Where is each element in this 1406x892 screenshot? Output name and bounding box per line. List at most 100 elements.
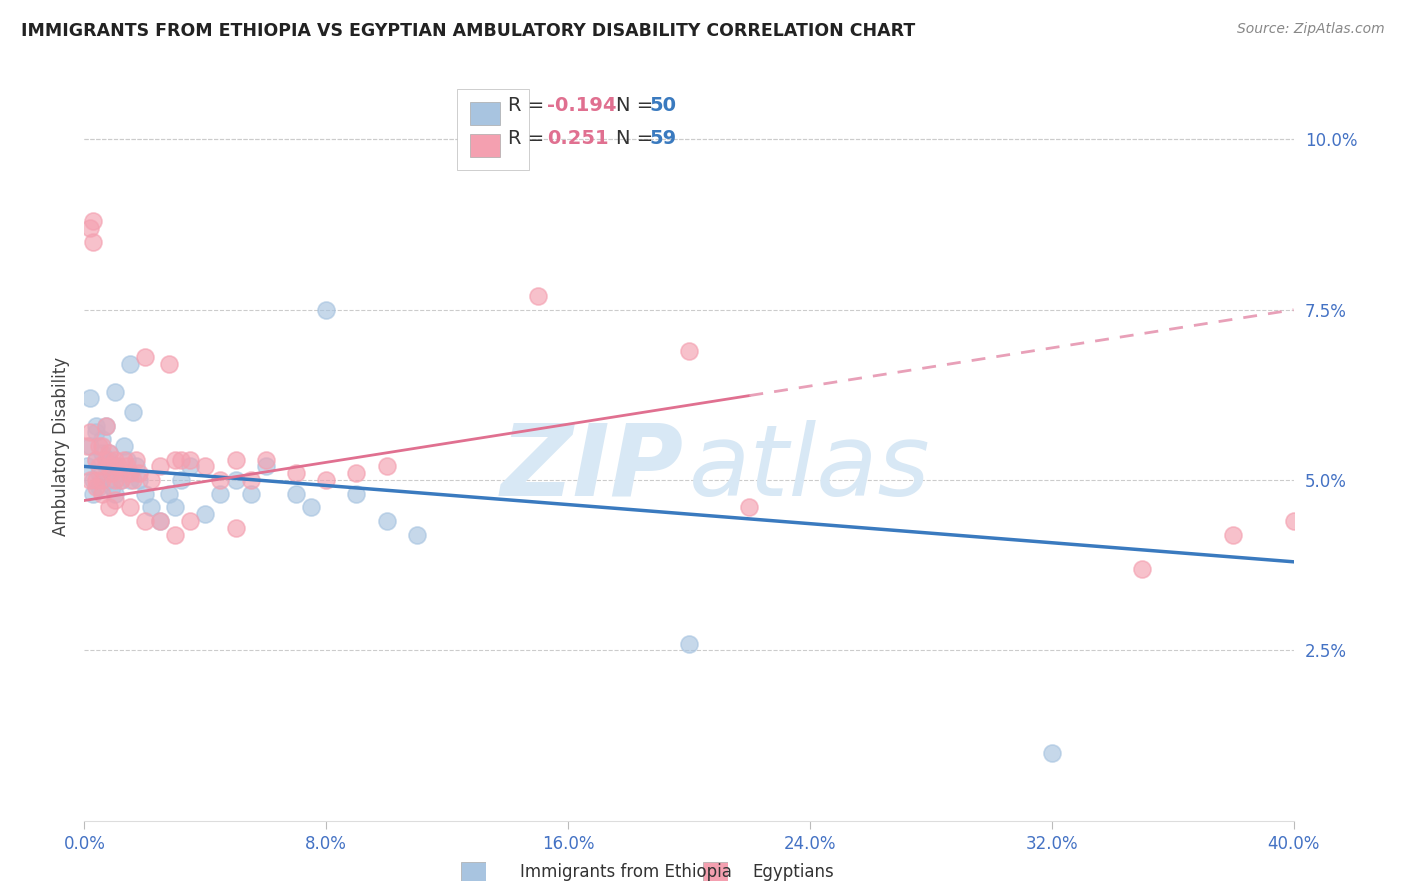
- Point: [406, 527, 429, 541]
- Text: N =: N =: [616, 95, 659, 114]
- Point: [97, 452, 120, 467]
- Text: atlas: atlas: [689, 420, 931, 517]
- Y-axis label: Ambulatory Disability: Ambulatory Disability: [52, 357, 70, 535]
- Point: [94, 418, 117, 433]
- Point: [225, 452, 247, 467]
- Point: [209, 486, 232, 500]
- Point: [346, 486, 368, 500]
- Point: [104, 459, 127, 474]
- Point: [118, 467, 141, 481]
- Point: [149, 514, 172, 528]
- Point: [86, 480, 108, 494]
- Point: [1282, 514, 1305, 528]
- Point: [170, 473, 193, 487]
- Point: [110, 473, 132, 487]
- Point: [97, 459, 120, 474]
- Point: [165, 500, 187, 515]
- Point: [110, 473, 132, 487]
- Point: [134, 486, 156, 500]
- Point: [89, 480, 111, 494]
- Point: [107, 459, 129, 474]
- Point: [115, 452, 138, 467]
- Point: [89, 459, 111, 474]
- Point: [82, 486, 104, 500]
- Point: [94, 459, 117, 474]
- Point: [121, 405, 143, 419]
- Point: [139, 500, 162, 515]
- Point: [194, 459, 217, 474]
- Point: [97, 473, 120, 487]
- Point: [100, 480, 122, 494]
- Point: [225, 521, 247, 535]
- Point: [149, 459, 172, 474]
- Text: ZIP: ZIP: [501, 420, 683, 517]
- Point: [91, 473, 114, 487]
- Point: [104, 486, 127, 500]
- Point: [86, 473, 108, 487]
- Point: [89, 439, 111, 453]
- Point: [100, 467, 122, 481]
- Text: 0.251: 0.251: [547, 129, 609, 148]
- Point: [76, 439, 98, 453]
- Point: [128, 473, 150, 487]
- Point: [115, 459, 138, 474]
- Point: [91, 446, 114, 460]
- Point: [82, 473, 104, 487]
- Point: [1222, 527, 1244, 541]
- Point: [285, 486, 308, 500]
- Point: [94, 418, 117, 433]
- Point: [527, 289, 550, 303]
- Point: [139, 473, 162, 487]
- Point: [375, 459, 398, 474]
- Point: [86, 452, 108, 467]
- Point: [125, 452, 148, 467]
- Point: [678, 343, 700, 358]
- Point: [94, 452, 117, 467]
- Text: 50: 50: [650, 95, 676, 114]
- Point: [285, 467, 308, 481]
- Point: [121, 473, 143, 487]
- Point: [86, 418, 108, 433]
- Point: [118, 473, 141, 487]
- Point: [76, 459, 98, 474]
- Point: [79, 439, 101, 453]
- Text: Source: ZipAtlas.com: Source: ZipAtlas.com: [1237, 22, 1385, 37]
- Point: [165, 527, 187, 541]
- Point: [118, 500, 141, 515]
- Point: [134, 514, 156, 528]
- Point: [79, 425, 101, 440]
- Point: [315, 302, 337, 317]
- Point: [91, 486, 114, 500]
- Point: [239, 473, 262, 487]
- Point: [112, 439, 135, 453]
- Point: [179, 452, 201, 467]
- Point: [165, 452, 187, 467]
- Point: [1130, 561, 1153, 575]
- Legend: , : ,: [457, 88, 529, 170]
- Point: [82, 214, 104, 228]
- Point: [346, 467, 368, 481]
- Point: [104, 493, 127, 508]
- Point: [1040, 746, 1063, 760]
- Point: [79, 221, 101, 235]
- Point: [678, 636, 700, 650]
- Point: [104, 473, 127, 487]
- Point: [157, 486, 180, 500]
- Point: [89, 467, 111, 481]
- Point: [170, 452, 193, 467]
- Point: [104, 384, 127, 399]
- Text: N =: N =: [616, 129, 659, 148]
- Point: [79, 392, 101, 406]
- Point: [149, 514, 172, 528]
- Point: [239, 486, 262, 500]
- Text: Egyptians: Egyptians: [752, 863, 834, 881]
- Point: [254, 452, 277, 467]
- Point: [91, 439, 114, 453]
- Point: [179, 459, 201, 474]
- Text: Immigrants from Ethiopia: Immigrants from Ethiopia: [520, 863, 733, 881]
- Point: [82, 235, 104, 249]
- Point: [86, 452, 108, 467]
- Point: [104, 452, 127, 467]
- Text: R =: R =: [508, 129, 550, 148]
- Point: [128, 467, 150, 481]
